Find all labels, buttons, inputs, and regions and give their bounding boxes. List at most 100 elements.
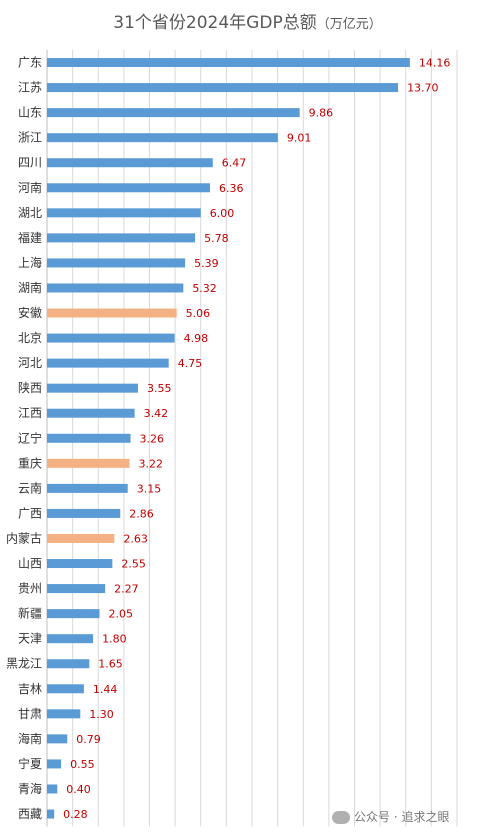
value-label: 13.70 [407, 82, 439, 95]
category-label: 甘肃 [18, 707, 42, 721]
category-label: 西藏 [18, 807, 42, 821]
bar [47, 559, 113, 569]
bar [47, 609, 100, 619]
category-label: 贵州 [18, 582, 42, 596]
value-label: 5.32 [192, 282, 217, 295]
bar [47, 458, 130, 468]
category-label: 广东 [18, 56, 42, 70]
bar [47, 809, 55, 819]
category-label: 云南 [18, 480, 42, 495]
chart-unit: （万亿元） [316, 17, 382, 32]
category-label: 福建 [18, 230, 42, 245]
value-label: 6.00 [210, 207, 235, 220]
category-label: 河北 [18, 356, 42, 370]
bars [47, 58, 410, 819]
value-label: 4.75 [178, 357, 203, 370]
value-label: 5.39 [194, 257, 219, 270]
bar [47, 183, 210, 193]
category-label: 天津 [18, 632, 42, 646]
bar [47, 383, 138, 393]
bar [47, 684, 84, 694]
category-label: 陕西 [18, 380, 42, 395]
value-label: 5.78 [204, 232, 229, 245]
value-label: 3.55 [147, 382, 172, 395]
bar [47, 208, 201, 218]
value-label: 0.79 [76, 733, 101, 746]
category-label: 广西 [18, 506, 42, 520]
value-label: 5.06 [186, 307, 211, 320]
bar [47, 584, 106, 594]
value-label: 2.05 [109, 608, 134, 621]
bar [47, 784, 58, 794]
bar [47, 333, 175, 343]
bar [47, 433, 131, 443]
bar [47, 283, 184, 293]
value-label: 0.28 [63, 808, 88, 821]
category-label: 黑龙江 [6, 657, 42, 671]
value-label: 2.86 [129, 507, 154, 520]
wechat-icon [332, 811, 350, 824]
value-label: 2.55 [121, 558, 146, 571]
category-label: 四川 [18, 156, 42, 170]
category-label: 江西 [18, 406, 42, 420]
category-label: 河南 [18, 180, 42, 195]
bar [47, 158, 213, 168]
bar [47, 533, 115, 543]
category-label: 北京 [18, 331, 42, 345]
value-label: 3.42 [144, 407, 169, 420]
category-label: 吉林 [18, 682, 42, 696]
value-label: 4.98 [184, 332, 209, 345]
value-label: 3.15 [137, 482, 162, 495]
value-label: 2.63 [123, 532, 148, 545]
bar [47, 734, 68, 744]
value-label: 6.47 [222, 157, 247, 170]
category-label: 山东 [18, 106, 42, 120]
chart-title-text: 31个省份2024年GDP总额 [113, 13, 317, 33]
category-label: 新疆 [18, 606, 42, 621]
category-label: 上海 [18, 255, 42, 270]
value-label: 9.86 [309, 107, 334, 120]
bar [47, 709, 81, 719]
value-label: 3.22 [139, 457, 164, 470]
watermark-text: 公众号 · 追求之眼 [354, 810, 450, 824]
value-label: 1.80 [102, 633, 127, 646]
gridlines [46, 50, 458, 827]
value-label: 1.30 [89, 708, 114, 721]
bar [47, 508, 121, 518]
category-label: 安徽 [18, 305, 42, 320]
value-label: 3.26 [140, 432, 165, 445]
bar [47, 108, 300, 118]
bar [47, 233, 196, 243]
bar [47, 308, 177, 318]
category-label: 湖北 [18, 205, 42, 220]
value-label: 6.36 [219, 182, 244, 195]
category-label: 重庆 [18, 456, 42, 470]
bar [47, 659, 90, 669]
chart-title: 31个省份2024年GDP总额（万亿元） [0, 8, 495, 33]
bar [47, 634, 94, 644]
bar [47, 133, 278, 143]
category-label: 山西 [18, 557, 42, 571]
bar [47, 258, 186, 268]
bar [47, 408, 135, 418]
category-label: 内蒙古 [6, 530, 42, 545]
category-label: 辽宁 [18, 430, 42, 445]
watermark: 公众号 · 追求之眼 [332, 808, 449, 825]
value-label: 1.65 [98, 658, 123, 671]
category-label: 江苏 [18, 81, 42, 95]
labels: 广东 14.16 江苏 13.70 山东 9.86 浙江 9.01 四川 6.47 河南 6.36 湖北… [6, 56, 450, 822]
category-label: 海南 [18, 731, 42, 746]
value-label: 14.16 [419, 57, 451, 70]
value-label: 9.01 [287, 132, 312, 145]
value-label: 0.40 [66, 783, 91, 796]
bar [47, 358, 169, 368]
value-label: 0.55 [70, 758, 95, 771]
bar [47, 83, 399, 93]
bar [47, 58, 410, 68]
category-label: 青海 [18, 781, 42, 796]
category-label: 湖南 [18, 280, 42, 295]
value-label: 1.44 [93, 683, 118, 696]
value-label: 2.27 [114, 583, 139, 596]
bar [47, 483, 128, 493]
